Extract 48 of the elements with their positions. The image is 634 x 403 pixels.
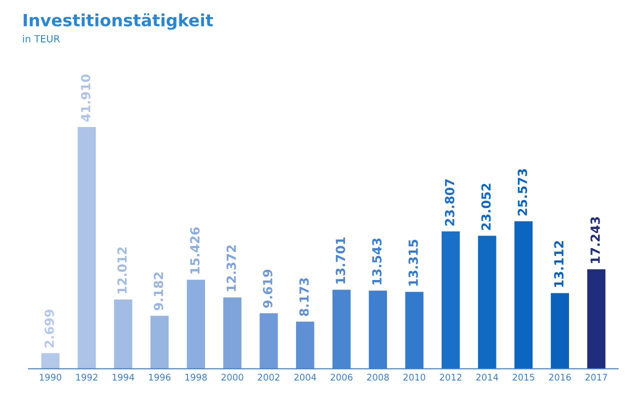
data-label: 17.243 — [590, 217, 600, 264]
data-label: 12.372 — [226, 245, 236, 292]
data-label: 23.052 — [481, 184, 491, 230]
x-tick-label: 2015 — [512, 374, 534, 381]
bar — [587, 269, 606, 369]
x-tick-label: 2006 — [330, 374, 352, 381]
data-label: 12.012 — [117, 247, 127, 294]
x-tick-label: 1992 — [76, 374, 98, 381]
bar — [260, 313, 278, 369]
chart-subtitle: in TEUR — [23, 34, 60, 42]
bar — [41, 353, 60, 369]
bar — [442, 231, 460, 369]
x-tick-label: 2004 — [294, 374, 316, 381]
data-label: 2.699 — [44, 310, 54, 348]
bar — [223, 297, 242, 369]
bar — [550, 293, 570, 369]
bar — [332, 290, 351, 369]
data-label: 9.619 — [262, 270, 272, 308]
x-tick-label: 2014 — [476, 374, 498, 381]
data-label: 13.701 — [336, 237, 346, 284]
x-tick-label: 2008 — [367, 374, 389, 381]
x-tick-label: 1990 — [40, 374, 62, 381]
x-tick-label: 2017 — [585, 374, 608, 381]
bar — [114, 299, 132, 369]
data-label: 8.173 — [299, 278, 309, 316]
data-label: 15.426 — [190, 227, 200, 274]
x-tick-label: 2000 — [222, 374, 244, 381]
bar — [150, 316, 169, 369]
chart-title: Investitionstätigkeit — [24, 13, 214, 30]
data-label: 9.182 — [154, 272, 164, 310]
data-label: 23.807 — [444, 179, 454, 226]
bar — [296, 322, 314, 369]
bar — [186, 280, 206, 369]
bar — [478, 236, 496, 369]
data-label: 13.543 — [372, 238, 382, 284]
x-tick-label: 2016 — [549, 374, 571, 381]
x-tick-label: 1994 — [112, 374, 134, 381]
bar — [514, 221, 533, 369]
x-tick-label: 1996 — [149, 374, 170, 381]
x-tick-label: 2010 — [404, 374, 426, 381]
x-tick-label: 2012 — [440, 374, 462, 381]
data-label: 25.573 — [518, 169, 528, 216]
bar — [78, 126, 96, 369]
data-label: 13.315 — [408, 240, 418, 286]
data-label: 13.112 — [554, 241, 564, 287]
x-tick-label: 1998 — [185, 374, 207, 381]
x-tick-label: 2002 — [258, 374, 280, 381]
data-label: 41.910 — [80, 74, 90, 122]
